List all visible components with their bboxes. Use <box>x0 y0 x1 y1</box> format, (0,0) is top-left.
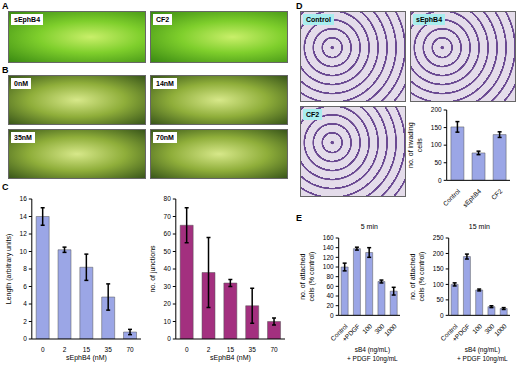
svg-text:sEphB4: sEphB4 <box>461 187 483 209</box>
svg-text:15: 15 <box>227 346 235 353</box>
html-text:E: E <box>296 213 302 223</box>
svg-text:cells (% control): cells (% control) <box>418 252 426 302</box>
svg-text:Control: Control <box>329 322 349 343</box>
svg-text:35: 35 <box>105 346 113 353</box>
svg-text:250: 250 <box>433 234 444 241</box>
svg-text:no. of junctions: no. of junctions <box>149 245 157 293</box>
svg-text:cells: cells <box>416 138 423 153</box>
svg-text:80: 80 <box>326 273 334 280</box>
svg-text:1000: 1000 <box>493 322 508 337</box>
html-text:Control: Control <box>306 16 331 23</box>
html-text:70nM: 70nM <box>156 134 174 141</box>
svg-text:150: 150 <box>433 265 444 272</box>
svg-text:200: 200 <box>433 250 444 257</box>
svg-text:150: 150 <box>431 124 442 131</box>
svg-text:4: 4 <box>23 300 27 307</box>
svg-text:200: 200 <box>431 106 442 113</box>
html-text:sEphB4 (nM): sEphB4 (nM) <box>66 354 107 361</box>
svg-text:70: 70 <box>126 346 134 353</box>
svg-text:0: 0 <box>440 312 444 319</box>
html-text:sEphB4: sEphB4 <box>14 16 41 23</box>
svg-text:2: 2 <box>207 346 211 353</box>
svg-text:+PDGF: +PDGF <box>341 322 361 342</box>
svg-text:2: 2 <box>63 346 67 353</box>
html-text:sEphB4: sEphB4 <box>416 16 443 23</box>
svg-text:30: 30 <box>164 283 172 290</box>
html-text:+ PDGF 10ng/mL: + PDGF 10ng/mL <box>347 355 398 362</box>
svg-text:100: 100 <box>471 322 484 335</box>
svg-text:0: 0 <box>438 177 442 184</box>
svg-text:10: 10 <box>20 248 28 255</box>
html-text:15 min: 15 min <box>468 223 490 230</box>
svg-text:10: 10 <box>164 318 172 325</box>
svg-text:CF2: CF2 <box>490 187 504 201</box>
svg-text:300: 300 <box>483 322 496 335</box>
svg-text:100: 100 <box>361 322 374 335</box>
svg-text:cells (% control): cells (% control) <box>308 252 316 302</box>
html-text:sB4 (ng/mL): sB4 (ng/mL) <box>354 346 390 353</box>
svg-text:0: 0 <box>185 346 189 353</box>
svg-text:14: 14 <box>20 213 28 220</box>
svg-text:no. of attached: no. of attached <box>299 253 306 299</box>
svg-text:100: 100 <box>433 281 444 288</box>
html-text:CF2: CF2 <box>156 16 170 23</box>
svg-text:1000: 1000 <box>383 322 398 337</box>
svg-text:16: 16 <box>20 195 28 202</box>
svg-text:Control: Control <box>439 322 459 343</box>
svg-text:35: 35 <box>249 346 257 353</box>
html-text:D: D <box>296 1 303 11</box>
html-text:sEphB4 (nM): sEphB4 (nM) <box>210 354 251 361</box>
svg-text:0: 0 <box>330 312 334 319</box>
html-text:+ PDGF 10ng/mL: + PDGF 10ng/mL <box>457 355 508 362</box>
svg-text:12: 12 <box>20 230 28 237</box>
html-text:14nM: 14nM <box>156 80 174 87</box>
html-text:sB4 (ng/mL): sB4 (ng/mL) <box>464 346 500 353</box>
svg-text:50: 50 <box>434 159 442 166</box>
svg-text:no. of invading: no. of invading <box>407 122 415 168</box>
svg-text:120: 120 <box>323 254 334 261</box>
svg-text:40: 40 <box>326 292 334 299</box>
html-text:B: B <box>2 65 9 75</box>
html-text:35nM: 35nM <box>14 134 32 141</box>
svg-text:0: 0 <box>167 335 171 342</box>
svg-text:50: 50 <box>436 296 444 303</box>
svg-text:0: 0 <box>23 335 27 342</box>
svg-text:40: 40 <box>164 265 172 272</box>
html-text:5 min: 5 min <box>360 223 378 230</box>
svg-text:160: 160 <box>323 234 334 241</box>
svg-text:100: 100 <box>431 141 442 148</box>
svg-text:60: 60 <box>326 283 334 290</box>
svg-text:50: 50 <box>164 248 172 255</box>
svg-text:8: 8 <box>23 265 27 272</box>
svg-text:15: 15 <box>83 346 91 353</box>
svg-text:no. of attached: no. of attached <box>409 253 416 299</box>
html-text:0nM: 0nM <box>14 80 28 87</box>
svg-text:70: 70 <box>164 213 172 220</box>
html-text:C: C <box>2 182 9 192</box>
html-text:CF2: CF2 <box>306 111 320 118</box>
svg-text:300: 300 <box>373 322 386 335</box>
svg-text:+PDGF: +PDGF <box>451 322 471 342</box>
html-text:A: A <box>2 1 9 11</box>
svg-text:0: 0 <box>41 346 45 353</box>
svg-text:140: 140 <box>323 244 334 251</box>
svg-text:Length (arbitrary units): Length (arbitrary units) <box>5 234 13 304</box>
svg-text:6: 6 <box>23 283 27 290</box>
svg-text:70: 70 <box>270 346 278 353</box>
svg-text:20: 20 <box>326 302 334 309</box>
svg-text:2: 2 <box>23 318 27 325</box>
svg-text:60: 60 <box>164 230 172 237</box>
svg-text:Control: Control <box>441 187 461 207</box>
svg-text:20: 20 <box>164 300 172 307</box>
svg-text:80: 80 <box>164 195 172 202</box>
svg-text:100: 100 <box>323 263 334 270</box>
